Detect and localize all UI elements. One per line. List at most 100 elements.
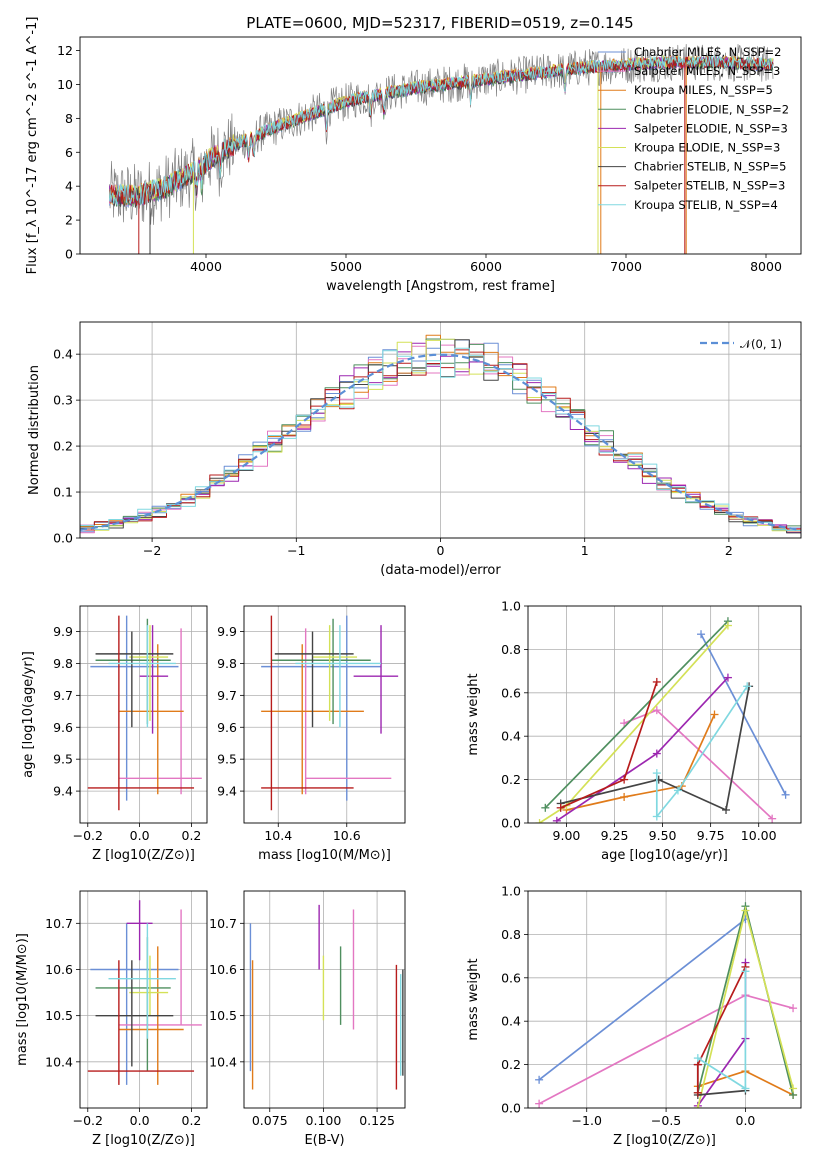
y-tick-label: 0.4 xyxy=(53,347,73,362)
weight-series xyxy=(693,906,798,1108)
y-tick-label: 1.0 xyxy=(501,599,521,614)
error-bar-point xyxy=(261,615,354,811)
axes-frame xyxy=(527,605,802,824)
y-tick-label: 0.2 xyxy=(501,772,521,787)
y-tick-label: 0 xyxy=(65,247,73,262)
error-bar-point xyxy=(95,631,174,728)
error-bar-point xyxy=(87,615,195,811)
x-axis-label: mass [log10(M/M⊙)] xyxy=(258,848,391,863)
y-axis-label: mass [log10(M/M⊙)] xyxy=(15,933,30,1066)
y-tick-label: 12 xyxy=(57,43,73,58)
x-tick-label: 6000 xyxy=(470,259,502,274)
x-tick-label: −0.2 xyxy=(73,828,103,843)
legend-label: Kroupa ELODIE, N_SSP=3 xyxy=(634,141,780,155)
error-bar-point xyxy=(95,618,171,725)
weight-line xyxy=(560,681,658,809)
y-tick-label: 9.7 xyxy=(53,688,73,703)
error-bar-point xyxy=(108,923,176,1039)
y-tick-label: 9.6 xyxy=(217,720,237,735)
y-axis-label: Normed distribution xyxy=(27,365,42,495)
y-tick-label: 8 xyxy=(65,111,73,126)
x-tick-label: 0.0 xyxy=(130,828,150,843)
weight-series xyxy=(556,682,754,814)
weight-series xyxy=(541,617,732,812)
x-tick-label: 10.00 xyxy=(741,828,777,843)
plot-area xyxy=(87,900,202,1085)
weight-line xyxy=(655,685,748,818)
y-tick-label: 0.6 xyxy=(501,970,521,985)
plot-area xyxy=(249,904,404,1090)
y-tick-label: 0.0 xyxy=(53,531,73,546)
weight-series xyxy=(562,710,719,814)
legend-label: Kroupa MILES, N_SSP=5 xyxy=(634,83,773,97)
error-bar-point xyxy=(95,960,174,1067)
weight-series xyxy=(693,962,750,1097)
model-line xyxy=(109,55,774,205)
error-bar-point xyxy=(353,625,399,734)
x-tick-label: −0.2 xyxy=(73,1113,103,1128)
y-tick-label: 10.4 xyxy=(45,1054,73,1069)
y-tick-label: 0.4 xyxy=(501,1014,521,1029)
weight-line xyxy=(538,918,746,1081)
panel-2: −2 −1 0 1 2 0.0 0.1 0.2 0.3 0.4 (data-model)/error… xyxy=(27,321,802,578)
grid-lines xyxy=(528,605,801,824)
panel-3: −0.2 0.0 0.2 9.4 9.5 9.6 9.7 9.8 9.9 Z [log10(Z/Z… xyxy=(21,605,208,863)
y-tick-label: 10 xyxy=(57,77,73,92)
weight-series xyxy=(693,967,750,1093)
legend-label: Salpeter MILES, N_SSP=3 xyxy=(634,64,780,78)
x-tick-label: −1 xyxy=(287,543,305,558)
y-tick-label: 9.9 xyxy=(217,624,237,639)
error-bar-point xyxy=(95,937,171,1072)
plot-area xyxy=(109,43,774,254)
error-bar-point xyxy=(90,923,179,1085)
x-tick-label: 9.25 xyxy=(601,828,629,843)
y-tick-label: 0.8 xyxy=(501,927,521,942)
y-tick-label: 10.7 xyxy=(45,916,73,931)
legend-label: Salpeter ELODIE, N_SSP=3 xyxy=(634,121,788,135)
x-axis-label: (data-model)/error xyxy=(380,563,501,578)
y-axis-label: mass weight xyxy=(466,958,481,1040)
x-tick-label: 0.125 xyxy=(359,1113,395,1128)
x-axis-label: Z [log10(Z/Z⊙)] xyxy=(613,1133,716,1148)
legend: 𝒩(0, 1) xyxy=(700,337,782,351)
y-tick-label: 0.0 xyxy=(501,816,521,831)
x-axis-label: E(B-V) xyxy=(304,1133,344,1148)
plot-area xyxy=(261,615,399,811)
x-tick-label: 0.0 xyxy=(736,1113,756,1128)
error-bar-point xyxy=(126,900,153,961)
error-bar-point xyxy=(295,625,382,728)
y-tick-label: 9.4 xyxy=(217,784,237,799)
plot-area xyxy=(535,617,790,823)
histogram-step xyxy=(80,338,801,532)
y-axis-label: mass weight xyxy=(466,673,481,755)
plot-area xyxy=(87,615,202,811)
y-tick-label: 0.2 xyxy=(501,1057,521,1072)
y-tick-label: 10.7 xyxy=(209,916,237,931)
axes-frame xyxy=(243,890,406,1109)
y-tick-label: 0.4 xyxy=(501,729,521,744)
model-spectra xyxy=(109,55,774,208)
weight-series xyxy=(620,706,777,823)
weight-series xyxy=(535,621,732,823)
x-axis-label: Z [log10(Z/Z⊙)] xyxy=(92,1133,195,1148)
error-bar-point xyxy=(271,618,371,725)
plot-area xyxy=(80,334,801,534)
legend-label: Chabrier MILES, N_SSP=2 xyxy=(634,45,781,59)
weight-line xyxy=(560,686,750,811)
x-axis-label: wavelength [Angstrom, rest frame] xyxy=(326,279,555,294)
chart-title: PLATE=0600, MJD=52317, FIBERID=0519, z=0… xyxy=(246,14,633,32)
x-tick-label: 7000 xyxy=(610,259,642,274)
axes-frame xyxy=(79,321,802,539)
error-bar-point xyxy=(108,625,176,728)
x-tick-label: 1 xyxy=(581,543,589,558)
y-tick-label: 0.1 xyxy=(53,485,73,500)
axes-frame xyxy=(79,605,208,824)
y-tick-label: 10.4 xyxy=(209,1054,237,1069)
x-tick-label: 5000 xyxy=(330,259,362,274)
grid-lines xyxy=(244,891,405,1108)
histogram-step xyxy=(80,347,801,531)
y-tick-label: 4 xyxy=(65,179,73,194)
x-tick-label: 10.6 xyxy=(333,828,361,843)
y-tick-label: 10.5 xyxy=(45,1008,73,1023)
